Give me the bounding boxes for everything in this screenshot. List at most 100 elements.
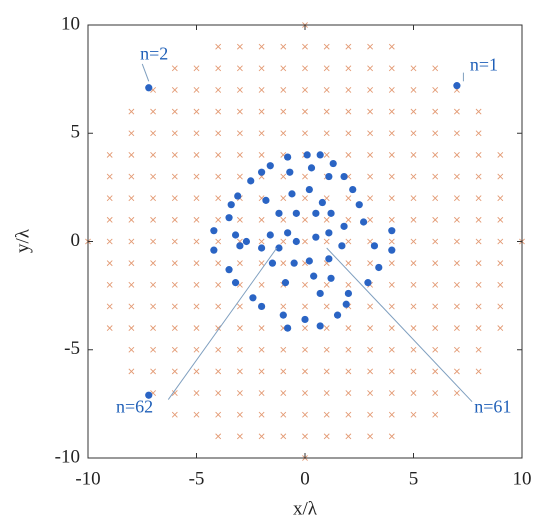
cross-marker bbox=[280, 130, 287, 137]
cross-marker bbox=[215, 173, 222, 180]
cross-marker bbox=[236, 346, 243, 353]
cross-marker bbox=[193, 195, 200, 202]
cross-marker bbox=[345, 433, 352, 440]
dot-marker bbox=[325, 255, 333, 263]
cross-marker bbox=[345, 65, 352, 72]
cross-marker bbox=[150, 303, 157, 310]
annotation: n=2 bbox=[140, 43, 168, 63]
dot-marker bbox=[210, 246, 218, 254]
cross-marker bbox=[302, 195, 308, 202]
cross-marker bbox=[453, 130, 460, 137]
cross-marker bbox=[497, 173, 504, 180]
cross-marker bbox=[410, 411, 417, 418]
dot-marker bbox=[364, 279, 372, 287]
cross-marker bbox=[345, 260, 352, 267]
cross-marker bbox=[323, 325, 330, 332]
dot-marker bbox=[340, 222, 348, 230]
cross-marker bbox=[432, 195, 439, 202]
cross-marker bbox=[497, 303, 504, 310]
cross-marker bbox=[171, 390, 178, 396]
cross-marker bbox=[323, 87, 330, 93]
cross-marker bbox=[388, 87, 395, 93]
cross-marker bbox=[323, 411, 330, 418]
cross-marker bbox=[453, 390, 460, 396]
cross-marker bbox=[193, 151, 200, 158]
cross-marker bbox=[388, 108, 395, 115]
cross-marker bbox=[432, 173, 439, 180]
y-tick-label: 10 bbox=[61, 13, 80, 34]
cross-marker bbox=[410, 87, 417, 93]
dot-marker bbox=[231, 279, 240, 287]
cross-marker bbox=[432, 238, 439, 245]
dot-marker bbox=[258, 302, 266, 311]
cross-marker bbox=[453, 108, 460, 115]
cross-marker bbox=[236, 65, 243, 72]
dot-marker bbox=[388, 246, 396, 254]
cross-marker bbox=[302, 368, 308, 375]
cross-marker bbox=[410, 130, 417, 137]
cross-marker bbox=[475, 130, 482, 137]
cross-marker bbox=[367, 368, 374, 375]
cross-marker bbox=[475, 195, 482, 202]
cross-marker bbox=[215, 238, 222, 245]
cross-marker bbox=[410, 195, 417, 202]
cross-marker bbox=[475, 325, 482, 332]
dot-marker bbox=[305, 257, 313, 265]
cross-marker bbox=[128, 260, 135, 267]
dot-marker bbox=[327, 274, 335, 282]
cross-marker bbox=[128, 195, 135, 202]
y-tick-label: 5 bbox=[71, 122, 81, 143]
cross-marker bbox=[150, 216, 157, 223]
cross-marker bbox=[171, 65, 178, 72]
dot-marker bbox=[231, 231, 240, 239]
dot-marker bbox=[242, 237, 251, 246]
y-tick-label: 0 bbox=[71, 230, 81, 251]
cross-marker bbox=[150, 151, 157, 158]
dot-marker bbox=[258, 168, 266, 176]
cross-marker bbox=[128, 151, 135, 158]
dot-marker bbox=[266, 231, 274, 239]
cross-marker bbox=[388, 151, 395, 158]
cross-marker bbox=[432, 346, 439, 353]
dot-marker bbox=[333, 311, 342, 319]
dot-marker bbox=[210, 227, 218, 235]
cross-marker bbox=[106, 216, 113, 223]
cross-marker bbox=[302, 130, 308, 137]
cross-marker bbox=[367, 238, 374, 245]
dot-marker bbox=[266, 162, 274, 170]
dot-marker bbox=[305, 185, 313, 194]
cross-marker bbox=[388, 173, 395, 180]
dot-marker bbox=[284, 153, 292, 161]
cross-marker bbox=[171, 281, 178, 288]
dot-marker bbox=[290, 259, 298, 267]
cross-marker bbox=[171, 130, 178, 137]
cross-marker bbox=[410, 65, 417, 72]
cross-marker bbox=[453, 151, 460, 158]
cross-marker bbox=[258, 260, 265, 267]
cross-marker bbox=[236, 303, 243, 310]
dot-marker bbox=[268, 259, 277, 267]
cross-marker bbox=[497, 325, 504, 332]
cross-marker bbox=[193, 87, 200, 93]
cross-marker bbox=[453, 195, 460, 202]
cross-marker bbox=[236, 325, 243, 332]
cross-marker bbox=[432, 151, 439, 158]
cross-marker bbox=[302, 346, 308, 353]
cross-marker bbox=[128, 325, 135, 332]
dot-marker bbox=[247, 177, 255, 185]
cross-marker bbox=[497, 238, 504, 245]
cross-marker bbox=[106, 260, 113, 267]
dot-marker bbox=[292, 209, 300, 217]
dot-marker bbox=[355, 201, 363, 209]
cross-marker bbox=[171, 195, 178, 202]
cross-marker bbox=[150, 108, 157, 115]
cross-marker bbox=[345, 346, 352, 353]
cross-marker bbox=[280, 411, 287, 418]
cross-marker bbox=[128, 108, 135, 115]
cross-marker bbox=[345, 368, 352, 375]
cross-marker bbox=[497, 260, 504, 267]
cross-marker bbox=[302, 43, 308, 50]
cross-marker bbox=[497, 281, 504, 288]
cross-marker bbox=[171, 151, 178, 158]
